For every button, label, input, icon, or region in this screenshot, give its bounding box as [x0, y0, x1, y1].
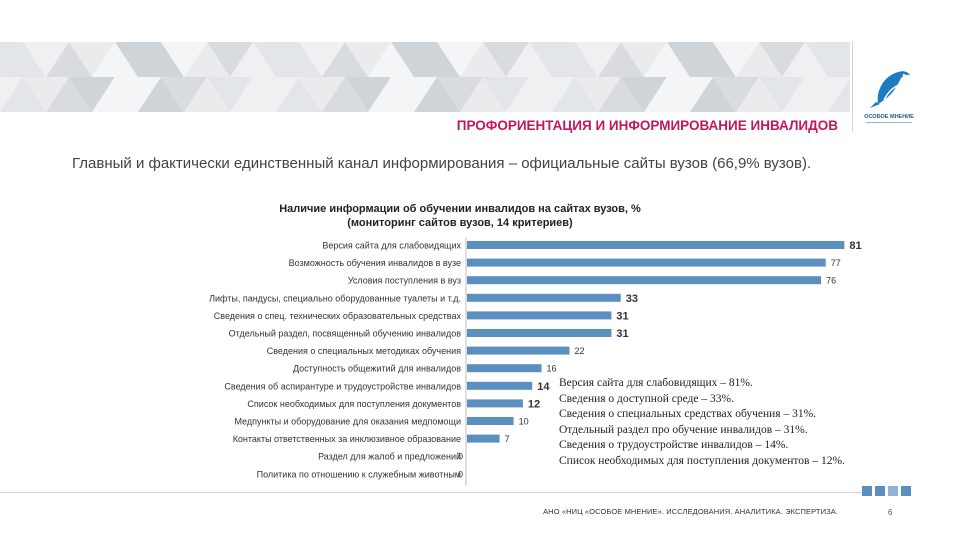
value-label: 31	[616, 310, 628, 322]
category-label: Список необходимых для поступления докум…	[247, 399, 461, 409]
value-label: 76	[826, 276, 836, 286]
bar	[467, 364, 542, 373]
note-line: Версия сайта для слабовидящих – 81%.	[559, 377, 753, 389]
note-line: Список необходимых для поступления докум…	[559, 454, 845, 467]
bar	[467, 346, 570, 355]
note-line: Сведения о доступной среде – 33%.	[559, 392, 734, 405]
value-label: 0	[458, 452, 463, 462]
category-label: Отдельный раздел, посвященный обучению и…	[229, 329, 462, 339]
logo-text: ОСОБОЕ МНЕНИЕ	[864, 114, 914, 120]
bar	[467, 381, 533, 390]
value-label: 31	[616, 328, 628, 340]
note-line: Отдельный раздел про обучение инвалидов …	[559, 423, 808, 436]
bar	[467, 399, 523, 408]
value-label: 22	[574, 346, 584, 356]
value-label: 12	[528, 398, 540, 410]
summary-note: Версия сайта для слабовидящих – 81%. Све…	[559, 376, 845, 469]
value-label: 16	[547, 364, 557, 374]
category-label: Версия сайта для слабовидящих	[322, 241, 461, 251]
category-label: Возможность обучения инвалидов в вузе	[289, 258, 461, 268]
footer-decoration	[862, 486, 911, 496]
bar	[467, 311, 612, 320]
bar-chart: Версия сайта для слабовидящих 81 Возможнос…	[209, 238, 862, 486]
page-title: ПРОФОРИЕНТАЦИЯ И ИНФОРМИРОВАНИЕ ИНВАЛИДО…	[456, 118, 838, 133]
category-label: Контакты ответственных за инклюзивное об…	[233, 434, 461, 444]
value-label: 33	[626, 293, 638, 305]
bar	[467, 293, 621, 302]
category-label: Лифты, пандусы, специально оборудованные…	[209, 293, 461, 303]
chart-title-block: Наличие информации об обучении инвалидов…	[230, 202, 690, 230]
category-label: Раздел для жалоб и предложений	[318, 452, 461, 462]
note-line: Сведения о трудоустройстве инвалидов – 1…	[559, 439, 789, 451]
category-label: Доступность общежитий для инвалидов	[293, 364, 461, 374]
value-label: 10	[519, 417, 529, 427]
note-line: Сведения о специальных средствах обучени…	[559, 408, 817, 420]
value-label: 77	[831, 258, 841, 268]
bar	[467, 434, 500, 443]
footer-divider	[0, 492, 865, 493]
chart-title: Наличие информации об обучении инвалидов…	[279, 203, 641, 215]
chart-subtitle: (мониторинг сайтов вузов, 14 критериев)	[347, 217, 573, 229]
bar	[467, 258, 826, 267]
category-label: Сведения о специальных методиках обучени…	[267, 346, 461, 356]
category-label: Сведения о спец. технических образовател…	[214, 311, 462, 321]
footer-text: АНО «НИЦ «ОСОБОЕ МНЕНИЕ». ИССЛЕДОВАНИЯ. …	[543, 507, 838, 516]
value-label: 7	[505, 434, 510, 444]
logo: ОСОБОЕ МНЕНИЕ	[852, 42, 924, 132]
bar	[467, 241, 845, 249]
bird-icon	[870, 71, 910, 108]
bar	[467, 276, 822, 285]
category-label: Сведения об аспирантуре и трудоустройств…	[224, 381, 461, 391]
category-label: Условия поступления в вуз	[348, 276, 461, 286]
bar	[467, 417, 514, 425]
category-label: Политика по отношению к служебным животн…	[257, 469, 461, 479]
page-number: 6	[888, 508, 893, 517]
value-label: 81	[849, 240, 861, 252]
value-label: 14	[537, 381, 550, 393]
page-subtitle: Главный и фактически единственный канал …	[72, 155, 812, 172]
bar	[467, 329, 612, 337]
value-label: 0	[458, 469, 463, 479]
category-label: Медпункты и оборудование для оказания ме…	[234, 417, 461, 427]
header-banner	[0, 42, 850, 112]
